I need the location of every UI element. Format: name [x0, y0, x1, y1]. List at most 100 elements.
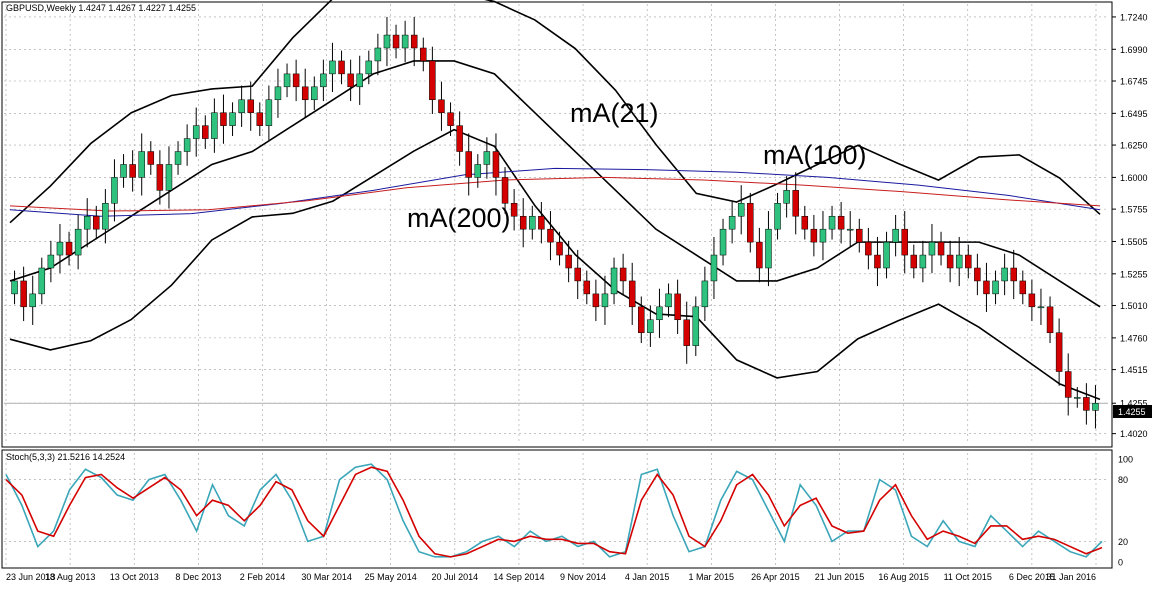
bull-candle [883, 241, 890, 269]
bull-candle [120, 164, 127, 178]
stoch-tick-label: 0 [1118, 558, 1123, 568]
bull-candle [955, 254, 963, 269]
bull-candle [1001, 267, 1008, 282]
moving-averages [9, 167, 1101, 217]
bull-candle [320, 73, 327, 88]
bull-candle [192, 125, 200, 139]
bear-candle [220, 112, 227, 126]
bear-candle [420, 47, 427, 62]
axes: 1.7240 1.6990 1.6745 1.6495 1.6250 1.6000 1.57… [6, 12, 1148, 582]
bear-candle [447, 112, 454, 126]
bear-candle [801, 215, 809, 230]
ma100-line [9, 167, 1101, 217]
bull-candle [656, 306, 663, 321]
bear-candle [946, 254, 954, 269]
x-tick-label: 23 Jun 2013 [6, 572, 56, 582]
bull-candle [383, 34, 391, 49]
price-tick-label: 1.4515 [1120, 365, 1148, 375]
grid-layer [4, 4, 1108, 566]
bear-candle [1019, 280, 1027, 295]
bull-candle [183, 138, 191, 152]
price-tick-label: 1.5755 [1120, 205, 1148, 215]
bull-candle [38, 267, 46, 295]
bear-candle [301, 86, 309, 101]
price-tick-label: 1.5505 [1120, 237, 1148, 247]
bull-candle [47, 254, 55, 269]
lower-band-line [9, 128, 1101, 401]
bull-candle [283, 73, 291, 88]
bear-candle [874, 254, 881, 269]
price-tick-label: 1.6495 [1120, 109, 1148, 119]
bear-candle [910, 254, 918, 269]
bear-candle [492, 151, 500, 178]
bear-candle [519, 215, 527, 230]
x-tick-label: 20 Jul 2014 [432, 572, 479, 582]
bull-candle [1074, 397, 1081, 399]
bear-candle [410, 34, 418, 49]
stoch-tick-label: 80 [1118, 475, 1128, 485]
x-tick-label: 30 Mar 2014 [301, 572, 352, 582]
bear-candle [202, 125, 209, 139]
bear-candle [456, 125, 463, 152]
bull-candle [211, 112, 218, 139]
bear-candle [93, 215, 100, 230]
bull-candle [311, 86, 318, 101]
price-tick-label: 1.6745 [1120, 77, 1148, 87]
x-tick-label: 14 Sep 2014 [493, 572, 544, 582]
bear-candle [347, 73, 354, 88]
x-tick-label: 31 Jan 2016 [1046, 572, 1096, 582]
bull-candle [238, 99, 245, 113]
current-price-tag [1113, 405, 1152, 418]
bull-candle [765, 228, 772, 269]
current-price-label: 1.4255 [1118, 407, 1146, 417]
bear-candle [392, 34, 400, 49]
bear-candle [792, 190, 799, 217]
bear-candle [1046, 306, 1054, 333]
price-tick-label: 1.4255 [1120, 399, 1148, 409]
price-chart-title: GBPUSD,Weekly 1.4247 1.4267 1.4227 1.425… [6, 3, 196, 13]
ma21-label: mA(21) [570, 98, 659, 128]
bear-candle [65, 241, 73, 256]
bear-candle [247, 99, 254, 113]
bear-candle [974, 267, 981, 282]
bear-candle [256, 112, 264, 126]
bear-candle [1028, 293, 1036, 308]
stoch-tick-label: 100 [1118, 455, 1133, 465]
bull-candle [819, 228, 827, 243]
bear-candle [510, 203, 518, 217]
x-tick-label: 21 Jun 2015 [815, 572, 865, 582]
bear-candle [429, 60, 436, 101]
bear-candle [619, 267, 627, 282]
bear-candle [1064, 371, 1072, 398]
bear-candle [556, 241, 563, 256]
bull-candle [846, 228, 854, 231]
upper-band-line [9, 0, 1101, 224]
price-tick-label: 1.4020 [1120, 429, 1148, 439]
bull-candle [601, 293, 609, 308]
bull-candle [483, 151, 491, 165]
stochastic-lines [5, 463, 1103, 558]
bear-candle [338, 60, 345, 75]
x-tick-label: 16 Aug 2015 [878, 572, 929, 582]
ma21-line [9, 60, 1101, 308]
bull-candle [229, 112, 236, 126]
bull-candle [928, 241, 936, 256]
stoch-title: Stoch(5,3,3) 21.5216 14.2524 [6, 452, 125, 462]
bear-candle [547, 228, 554, 243]
bear-candle [628, 280, 636, 308]
bull-candle [138, 151, 145, 178]
bear-candle [865, 241, 872, 256]
bear-candle [638, 306, 645, 333]
bull-candle [274, 86, 282, 101]
stoch-tick-label: 20 [1118, 537, 1128, 547]
bear-candle [937, 241, 945, 256]
x-tick-label: 26 Apr 2015 [751, 572, 800, 582]
x-tick-label: 18 Aug 2013 [45, 572, 96, 582]
stoch-panel-frame [1, 449, 1113, 569]
bear-candle [565, 254, 572, 269]
bull-candle [356, 73, 363, 88]
bear-candle [129, 164, 136, 178]
